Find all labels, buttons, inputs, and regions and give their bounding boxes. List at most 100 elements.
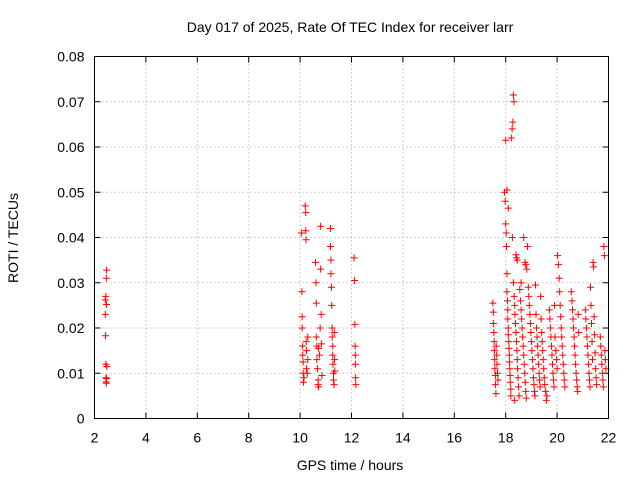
y-axis-label: ROTI / TECUs: [5, 193, 21, 283]
data-point: [519, 342, 527, 350]
data-point: [524, 243, 532, 251]
y-axis-ticks: 0 0.01 0.02 0.03 0.04 0.05 0.06 0.07 0.08: [57, 49, 609, 427]
data-point: [351, 351, 359, 359]
data-point: [553, 365, 561, 373]
data-point: [314, 365, 322, 373]
data-point: [490, 338, 498, 346]
data-point: [326, 243, 334, 251]
data-point: [571, 351, 579, 359]
data-point: [592, 374, 600, 382]
data-point: [489, 308, 497, 316]
x-tick-label: 8: [245, 430, 253, 446]
data-point: [504, 306, 512, 314]
data-point: [300, 374, 308, 382]
data-point: [513, 256, 521, 264]
data-point: [302, 338, 310, 346]
data-point: [522, 261, 530, 269]
data-point: [597, 342, 605, 350]
data-point: [494, 376, 502, 384]
data-point: [598, 369, 606, 377]
data-point: [551, 333, 559, 341]
data-point: [302, 227, 310, 235]
data-point: [511, 396, 519, 404]
data-point: [538, 329, 546, 337]
data-point: [493, 360, 501, 368]
data-point: [489, 299, 497, 307]
y-tick-label: 0.05: [57, 184, 84, 200]
data-point: [582, 315, 590, 323]
data-point: [512, 251, 520, 259]
data-point: [554, 252, 562, 260]
data-point: [507, 134, 515, 142]
data-point: [540, 365, 548, 373]
x-tick-label: 18: [498, 430, 514, 446]
x-tick-label: 22: [601, 430, 617, 446]
data-point: [515, 383, 523, 391]
data-point: [533, 333, 541, 341]
data-point: [303, 365, 311, 373]
data-point: [555, 274, 563, 282]
data-point: [556, 301, 564, 309]
data-point: [530, 387, 538, 395]
data-point: [529, 365, 537, 373]
data-point: [297, 229, 305, 237]
data-point: [513, 356, 521, 364]
data-point: [329, 360, 337, 368]
data-point: [600, 252, 608, 260]
x-tick-label: 10: [292, 430, 308, 446]
data-point: [492, 390, 500, 398]
y-tick-label: 0: [77, 411, 85, 427]
data-point: [534, 342, 542, 350]
data-point: [103, 362, 111, 370]
data-point: [528, 356, 536, 364]
chart-title: Day 017 of 2025, Rate Of TEC Index for r…: [187, 19, 514, 35]
data-point: [326, 224, 334, 232]
data-point: [103, 266, 111, 274]
data-point: [532, 281, 540, 289]
data-point: [533, 324, 541, 332]
data-point: [568, 297, 576, 305]
data-point: [550, 376, 558, 384]
data-point: [535, 369, 543, 377]
y-tick-label: 0.06: [57, 139, 84, 155]
data-point: [600, 243, 608, 251]
data-point: [490, 329, 498, 337]
data-point: [569, 315, 577, 323]
data-point: [518, 324, 526, 332]
data-point: [586, 383, 594, 391]
x-tick-label: 14: [395, 430, 411, 446]
data-point: [503, 186, 511, 194]
data-point: [298, 324, 306, 332]
data-point: [304, 356, 312, 364]
data-point: [504, 331, 512, 339]
data-point: [573, 383, 581, 391]
data-point: [317, 222, 325, 230]
data-point: [536, 376, 544, 384]
data-point: [298, 288, 306, 296]
x-tick-label: 16: [447, 430, 463, 446]
y-tick-label: 0.08: [57, 49, 84, 65]
data-point: [103, 300, 111, 308]
data-point: [511, 301, 519, 309]
data-point: [352, 374, 360, 382]
data-point: [590, 313, 598, 321]
data-point: [592, 365, 600, 373]
data-point: [351, 342, 359, 350]
data-point: [509, 118, 517, 126]
data-point: [331, 367, 339, 375]
data-point: [587, 283, 595, 291]
data-point: [327, 256, 335, 264]
data-point: [299, 358, 307, 366]
data-point: [590, 263, 598, 271]
data-point: [299, 351, 307, 359]
data-point: [298, 313, 306, 321]
data-point: [527, 338, 535, 346]
data-point: [515, 392, 523, 400]
data-point: [519, 333, 527, 341]
data-point: [561, 383, 569, 391]
data-point: [574, 310, 582, 318]
data-point: [571, 342, 579, 350]
data-point: [546, 324, 554, 332]
data-point: [523, 265, 531, 273]
data-point: [516, 286, 524, 294]
